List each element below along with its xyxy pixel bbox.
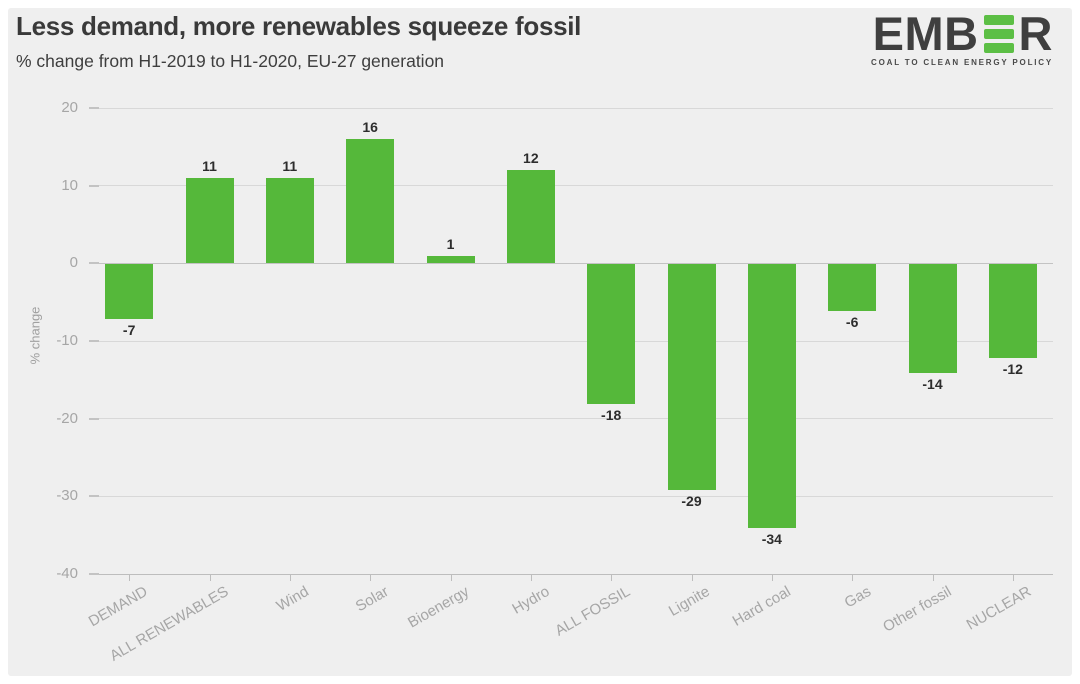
x-tick-label: Wind [273,583,312,615]
y-tick-label: 20 [61,99,78,116]
bar-value-label: -12 [1002,360,1023,377]
x-axis-tick [771,574,773,581]
bar [988,264,1037,358]
x-axis-tick [450,574,452,581]
bar [828,264,877,311]
x-axis-tick [530,574,532,581]
y-axis-tick [89,573,99,575]
ember-logo-wordmark: EMB R [871,7,1053,60]
y-tick-label: -20 [56,409,78,427]
bar [667,264,716,490]
y-tick-label: -10 [56,332,78,349]
chart-subtitle: % change from H1-2019 to H1-2020, EU-27 … [16,51,445,71]
chart-title: Less demand, more renewables squeeze fos… [16,11,582,41]
bar-value-label: 12 [523,150,539,167]
y-axis-tick [89,262,99,265]
x-tick-label: Lignite [666,583,713,620]
x-axis-tick [691,574,693,581]
bar-value-label: -29 [681,492,702,509]
bar-value-label: 11 [282,157,298,174]
bar [587,264,636,405]
y-tick-label: 10 [61,176,78,194]
x-axis-tick [932,574,934,581]
x-axis-tick [852,574,854,581]
logo-text-r: R [1018,7,1053,60]
gridline [89,262,1053,264]
x-tick-label: Hydro [509,583,553,618]
bar [346,139,395,264]
x-tick-label: NUCLEAR [963,583,1035,634]
logo-tagline: COAL TO CLEAN ENERGY POLICY [871,58,1053,67]
bar [506,170,555,264]
y-axis-tick [89,107,99,109]
x-axis-tick [209,574,211,581]
bar [105,264,154,319]
x-axis-tick [129,574,131,581]
y-tick-label: -30 [56,487,78,505]
bar-value-label: -7 [122,321,136,338]
gridline [89,340,1053,342]
bar [747,264,796,529]
bar [185,177,234,264]
x-axis-tick [370,574,372,581]
x-tick-label: Solar [352,583,392,616]
bar-value-label: 1 [446,235,455,252]
x-tick-label: ALL FOSSIL [551,583,633,640]
x-tick-label: DEMAND [85,583,151,631]
x-axis-tick [611,574,613,581]
gridline [89,185,1053,187]
x-tick-label: Other fossil [879,583,954,636]
x-tick-label: Hard coal [729,583,794,630]
bar-value-label: -18 [601,407,622,424]
bar-value-label: -14 [922,376,943,393]
bar-value-label: 11 [202,157,217,174]
x-tick-label: Bioenergy [405,583,472,632]
bar-value-label: 16 [362,119,378,136]
bar [265,177,314,264]
y-axis-tick [89,340,99,342]
bar [908,264,957,374]
gridline [89,495,1053,497]
chart-card [8,8,1072,676]
x-axis-tick [289,574,291,581]
y-axis-tick [89,417,99,420]
gridline [89,573,1053,575]
y-axis-tick [89,495,99,498]
x-tick-label: Gas [841,583,874,612]
ember-logo: EMB R COAL TO CLEAN ENERGY POLICY [871,7,1053,67]
gridline [89,418,1053,420]
ember-logo-e-icon [983,15,1014,53]
x-axis-tick [1012,574,1014,581]
bar [426,255,475,264]
bar-value-label: -34 [761,531,782,548]
logo-text-emb: EMB [872,7,979,60]
gridline [89,107,1053,109]
y-axis-tick [89,184,99,187]
y-tick-label: 0 [69,254,78,272]
y-tick-label: -40 [56,565,78,582]
bar-value-label: -6 [845,313,859,330]
